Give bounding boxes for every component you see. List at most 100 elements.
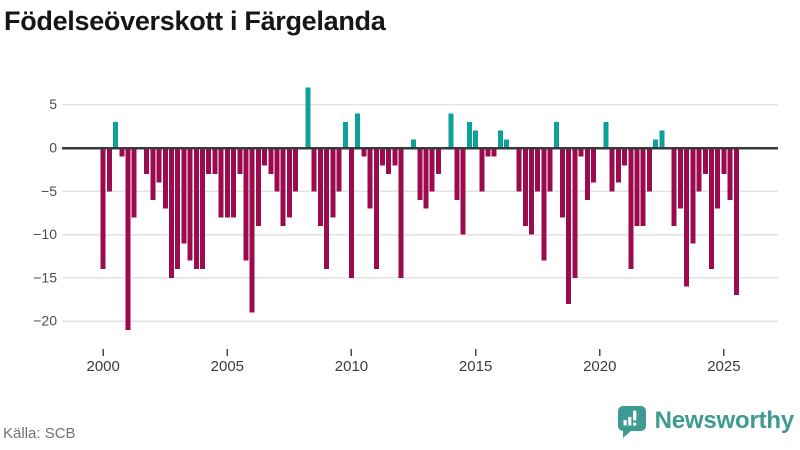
y-axis-label--15: −15 [33, 269, 57, 285]
bar-2011-Q2 [380, 148, 386, 166]
bar-2001-Q2 [131, 148, 137, 218]
bar-2016-Q4 [516, 148, 522, 192]
bar-2008-Q3 [311, 148, 317, 192]
bar-2024-Q1 [696, 148, 702, 192]
bar-2008-Q2 [305, 87, 311, 148]
bar-2006-Q1 [249, 148, 255, 313]
x-axis-label-2015: 2015 [459, 358, 492, 375]
bar-2010-Q4 [367, 148, 373, 209]
bar-2020-Q3 [609, 148, 615, 192]
bar-2003-Q1 [175, 148, 181, 270]
bar-2018-Q2 [553, 122, 559, 148]
bar-2011-Q4 [392, 148, 398, 166]
bar-2009-Q2 [330, 148, 336, 218]
x-axis-label-2025: 2025 [707, 358, 740, 375]
bar-2011-Q1 [373, 148, 379, 270]
bar-2024-Q4 [715, 148, 721, 209]
bar-2006-Q3 [262, 148, 268, 166]
bar-2013-Q2 [429, 148, 435, 192]
bar-2006-Q4 [268, 148, 274, 174]
bar-2017-Q2 [528, 148, 534, 235]
bar-2025-Q3 [733, 148, 739, 296]
chart-title: Födelseöverskott i Färgelanda [4, 6, 386, 36]
y-axis-label--5: −5 [41, 183, 57, 199]
bar-2007-Q2 [280, 148, 286, 226]
bar-2014-Q2 [454, 148, 460, 200]
y-axis-label--20: −20 [33, 313, 57, 329]
bar-2018-Q3 [560, 148, 566, 218]
bar-2004-Q3 [212, 148, 218, 174]
bar-2001-Q1 [125, 148, 131, 330]
bar-2016-Q1 [497, 130, 503, 148]
bar-2003-Q2 [181, 148, 187, 244]
bar-2002-Q1 [150, 148, 156, 200]
bar-2016-Q2 [504, 139, 510, 148]
bar-2023-Q1 [671, 148, 677, 226]
newsworthy-wordmark: Newsworthy [654, 407, 795, 434]
exclamation-dot [632, 422, 637, 426]
bar-2002-Q3 [162, 148, 168, 209]
bar-2025-Q1 [721, 148, 727, 174]
mini-bar-2 [627, 416, 632, 425]
bar-2009-Q4 [342, 122, 348, 148]
bar-2024-Q3 [708, 148, 714, 270]
bar-2017-Q1 [522, 148, 528, 226]
bar-2018-Q1 [547, 148, 553, 192]
bar-2000-Q4 [119, 148, 125, 157]
bar-2010-Q1 [348, 148, 354, 278]
bar-2019-Q4 [591, 148, 597, 183]
x-axis-label-2020: 2020 [583, 358, 616, 375]
bar-2015-Q4 [491, 148, 497, 157]
bar-2022-Q1 [646, 148, 652, 192]
bar-2007-Q1 [274, 148, 280, 192]
bar-2005-Q2 [231, 148, 237, 218]
bar-2000-Q3 [113, 122, 119, 148]
bar-2021-Q2 [628, 148, 634, 270]
speech-bubble-shape [617, 405, 646, 438]
bar-2020-Q4 [615, 148, 621, 183]
bar-2008-Q4 [317, 148, 323, 226]
bar-2017-Q4 [541, 148, 547, 261]
bar-2004-Q1 [200, 148, 206, 270]
bar-2010-Q3 [361, 148, 367, 157]
bar-2023-Q4 [690, 148, 696, 244]
x-axis-label-2000: 2000 [87, 358, 120, 375]
bar-2007-Q4 [293, 148, 299, 192]
bar-2019-Q3 [584, 148, 590, 200]
mini-bar-1 [623, 419, 627, 425]
bar-2014-Q1 [448, 113, 454, 148]
bar-2015-Q1 [473, 130, 479, 148]
source-label: Källa: SCB [3, 425, 76, 442]
x-axis-label-2005: 2005 [211, 358, 244, 375]
bar-2024-Q2 [702, 148, 708, 174]
bar-2021-Q1 [622, 148, 628, 166]
bar-2006-Q2 [255, 148, 261, 226]
bar-2003-Q4 [193, 148, 199, 270]
bar-2021-Q4 [640, 148, 646, 226]
bar-2019-Q2 [578, 148, 584, 157]
bar-2023-Q3 [684, 148, 690, 287]
bar-2013-Q1 [423, 148, 429, 209]
bar-2009-Q3 [336, 148, 342, 192]
bar-2021-Q3 [634, 148, 640, 226]
bar-2017-Q3 [535, 148, 541, 192]
newsworthy-logo-icon [617, 405, 646, 438]
bar-2000-Q1 [100, 148, 106, 270]
bar-2005-Q4 [243, 148, 249, 261]
bar-2020-Q2 [603, 122, 609, 148]
bar-2007-Q3 [286, 148, 292, 218]
bar-2019-Q1 [572, 148, 578, 278]
bar-2014-Q3 [460, 148, 466, 235]
bar-2015-Q2 [479, 148, 485, 192]
bar-2011-Q3 [386, 148, 392, 174]
bar-2005-Q1 [224, 148, 230, 218]
y-axis-label--10: −10 [33, 226, 57, 242]
bar-2002-Q4 [168, 148, 174, 278]
y-axis-label-5: 5 [49, 96, 57, 112]
y-axis-label-0: 0 [49, 140, 57, 156]
bar-2022-Q3 [659, 130, 665, 148]
bar-2014-Q4 [466, 122, 472, 148]
bar-2012-Q3 [411, 139, 417, 148]
bar-2015-Q3 [485, 148, 491, 157]
